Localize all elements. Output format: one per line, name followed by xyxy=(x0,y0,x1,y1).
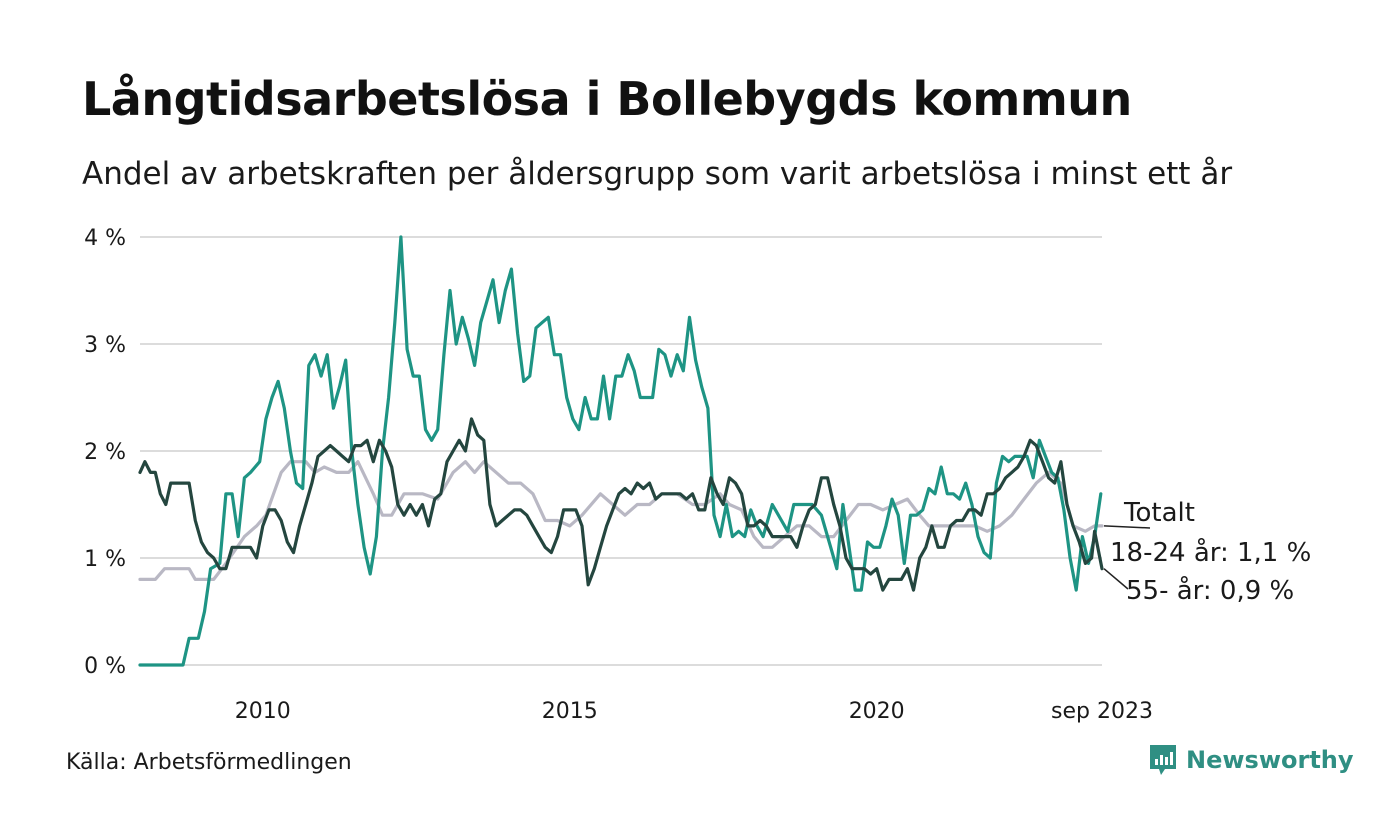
series-end-label: 55- år: 0,9 % xyxy=(1126,575,1294,606)
y-tick-label: 4 % xyxy=(84,226,126,251)
end-labels: Totalt 18-24 år: 1,1 % 55- år: 0,9 % xyxy=(1103,498,1311,606)
label-leader-line xyxy=(1103,568,1129,590)
y-axis-ticks: 0 % 1 % 2 % 3 % 4 % xyxy=(84,226,126,679)
x-tick-label: sep 2023 xyxy=(1051,699,1153,724)
x-tick-label: 2015 xyxy=(542,699,598,724)
x-tick-label: 2010 xyxy=(235,699,291,724)
y-tick-label: 2 % xyxy=(84,440,126,465)
brand-name: Newsworthy xyxy=(1186,746,1354,774)
label-leader-line xyxy=(1103,525,1151,529)
gridlines xyxy=(140,236,1102,666)
series-end-label: Totalt xyxy=(1123,498,1195,528)
y-tick-label: 1 % xyxy=(84,547,126,572)
source-note: Källa: Arbetsförmedlingen xyxy=(66,750,352,775)
chart-title: Långtidsarbetslösa i Bollebygds kommun xyxy=(82,72,1132,126)
chart-subtitle: Andel av arbetskraften per åldersgrupp s… xyxy=(82,156,1233,192)
series-lines xyxy=(138,235,1104,667)
series-line-55-r xyxy=(138,417,1104,592)
series-line-18-24-r xyxy=(138,235,1103,667)
x-axis-ticks: 2010 2015 2020 sep 2023 xyxy=(235,699,1153,724)
newsworthy-logo-icon xyxy=(1150,745,1176,775)
series-end-label: 18-24 år: 1,1 % xyxy=(1110,537,1311,568)
brand-logo: Newsworthy xyxy=(1148,743,1354,777)
y-tick-label: 0 % xyxy=(84,654,126,679)
y-tick-label: 3 % xyxy=(84,333,126,358)
x-tick-label: 2020 xyxy=(849,699,905,724)
